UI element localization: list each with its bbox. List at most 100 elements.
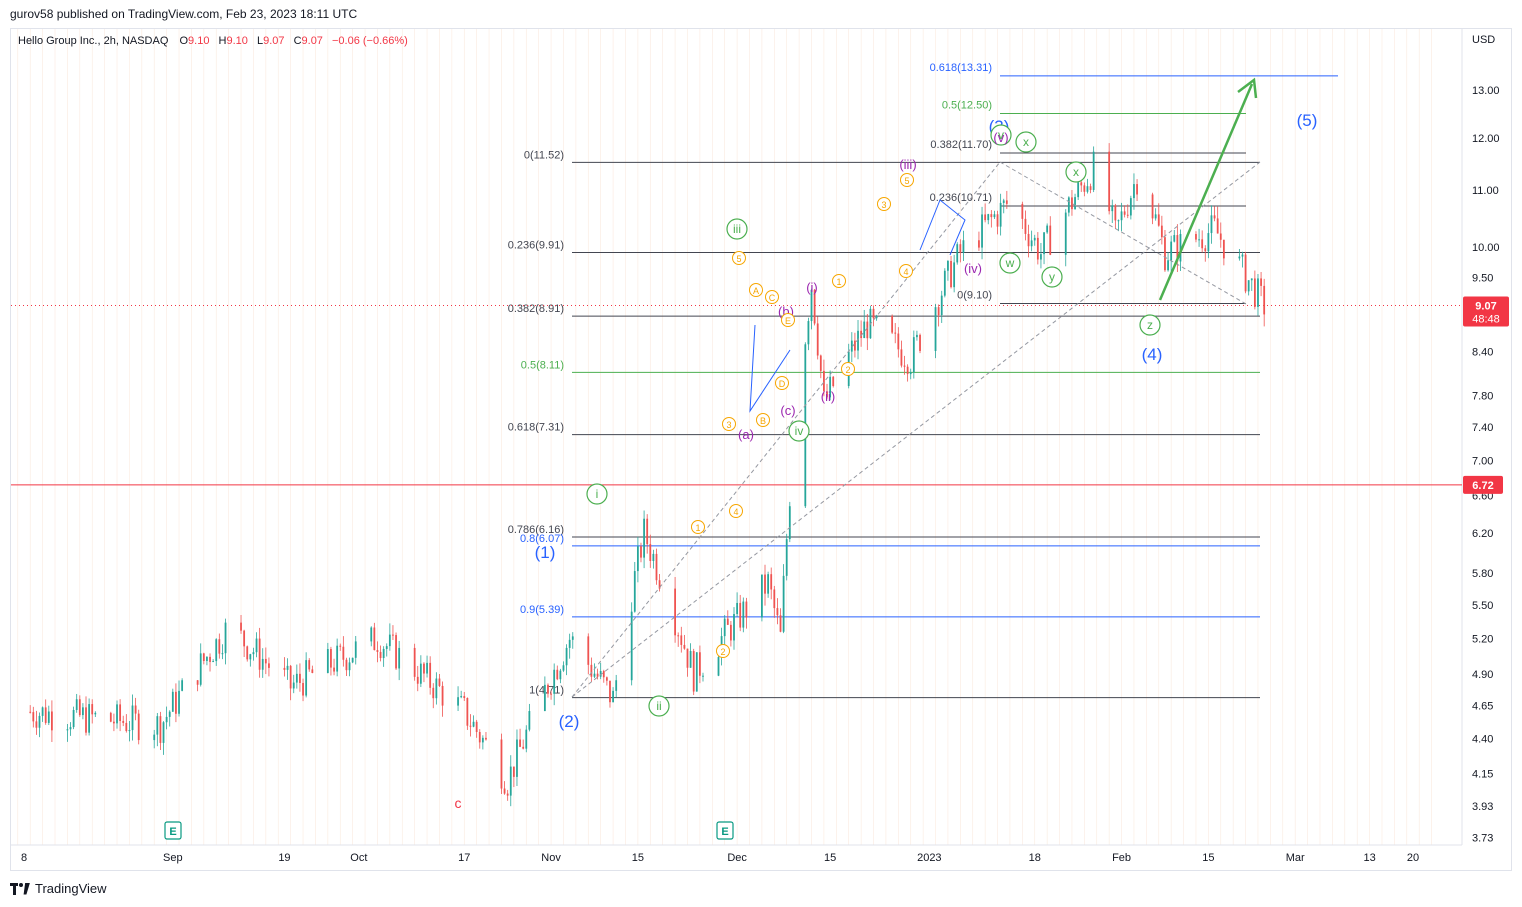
currency-label: USD <box>1472 34 1496 46</box>
candle-body <box>1021 203 1024 219</box>
candle-body <box>872 308 875 319</box>
price-axis-tick: 3.93 <box>1472 801 1493 813</box>
footer[interactable]: TradingView <box>10 881 107 896</box>
candle-body <box>683 644 686 649</box>
candle-body <box>785 539 788 576</box>
candle-body <box>1024 218 1027 234</box>
time-axis-tick: Oct <box>350 852 367 864</box>
wave-label: (5) <box>1297 111 1318 130</box>
tradingview-logo-icon <box>10 882 30 895</box>
candle-body <box>1213 215 1216 219</box>
wave-label-circle <box>788 420 810 442</box>
horizontal-line-label-bg <box>1463 475 1503 494</box>
candle-body <box>348 662 351 671</box>
candle-body <box>388 634 391 647</box>
candle-body <box>943 270 946 296</box>
earnings-marker <box>164 821 182 840</box>
candle-body <box>953 262 956 288</box>
time-axis-tick: 8 <box>21 852 27 864</box>
wave-label: B <box>760 416 766 426</box>
candle-body <box>512 766 515 777</box>
price-axis-tick: 5.20 <box>1472 633 1493 645</box>
candle-body <box>1160 225 1163 238</box>
candle-body <box>116 704 118 724</box>
candle-body <box>196 680 199 685</box>
candle-body <box>181 680 184 691</box>
candle-body <box>568 639 571 648</box>
candle-body <box>292 682 295 689</box>
candle-body <box>1033 237 1036 241</box>
candle-body <box>1043 232 1045 255</box>
candle-body <box>652 553 655 561</box>
open-value: 9.10 <box>188 35 210 47</box>
wave-label-circle <box>1041 266 1063 288</box>
candle-body <box>354 641 357 658</box>
candle-body <box>674 588 676 636</box>
candle-body <box>311 669 314 673</box>
candle-body <box>460 696 463 698</box>
candle-body <box>1263 285 1266 315</box>
candle-body <box>264 658 267 664</box>
candles <box>29 143 1266 807</box>
wave-label-circle <box>729 504 743 518</box>
candle-body <box>984 214 987 221</box>
wave-label-circle <box>1015 131 1037 153</box>
candle-body <box>1064 212 1067 255</box>
wave-label-circle <box>722 417 736 431</box>
trend-line <box>999 161 1247 305</box>
candle-body <box>305 660 308 696</box>
candle-body <box>602 671 605 678</box>
candle-body <box>525 729 528 749</box>
fib-retracement-label: 0.9(5.39) <box>520 604 564 616</box>
candle-body <box>345 659 348 671</box>
price-axis-tick: 8.40 <box>1472 346 1493 358</box>
candle-body <box>633 571 636 612</box>
candle-body <box>1250 278 1253 281</box>
candle-body <box>212 661 215 663</box>
candle-body <box>550 693 552 695</box>
candle-body <box>1086 186 1089 192</box>
wave-label: (4) <box>1142 345 1163 364</box>
chart-header: Hello Group Inc., 2h, NASDAQ O9.10 H9.10… <box>18 35 414 47</box>
wave-label: i <box>596 487 599 501</box>
candle-body <box>336 645 339 672</box>
candle-body <box>153 734 156 741</box>
fib-extension-label: 0.618(13.31) <box>930 62 992 74</box>
time-axis-tick: 15 <box>824 852 836 864</box>
change-value: −0.06 (−0.66%) <box>332 35 408 47</box>
candle-body <box>131 705 134 731</box>
candle-body <box>807 321 810 345</box>
candle-body <box>122 720 125 723</box>
candle-body <box>866 321 869 339</box>
candle-body <box>996 214 999 227</box>
candle-body <box>1083 185 1086 192</box>
bar-countdown-label: 48:48 <box>1472 313 1500 325</box>
candle-body <box>78 699 81 716</box>
candle-body <box>178 690 180 714</box>
candle-body <box>395 635 397 669</box>
candle-body <box>723 618 726 637</box>
candle-body <box>562 665 565 671</box>
candle-body <box>1040 254 1042 260</box>
candle-body <box>1123 211 1126 215</box>
candle-body <box>246 646 249 660</box>
candle-body <box>252 652 255 655</box>
candle-body <box>370 627 373 642</box>
candle-body <box>206 656 208 662</box>
candle-body <box>441 685 444 706</box>
candle-body <box>767 574 770 594</box>
candle-body <box>283 667 286 670</box>
candle-body <box>1170 241 1173 261</box>
wave-label: (c) <box>780 403 795 418</box>
time-axis-tick: Feb <box>1112 852 1131 864</box>
chart-frame <box>10 28 1512 871</box>
candle-body <box>1092 151 1095 190</box>
candle-body <box>909 372 912 375</box>
candle-body <box>649 544 652 561</box>
candle-body <box>1117 220 1120 222</box>
candle-body <box>47 711 50 723</box>
projection-arrow-shaft <box>1158 83 1254 301</box>
time-axis-tick: Sep <box>163 852 183 864</box>
candle-body <box>516 739 518 777</box>
